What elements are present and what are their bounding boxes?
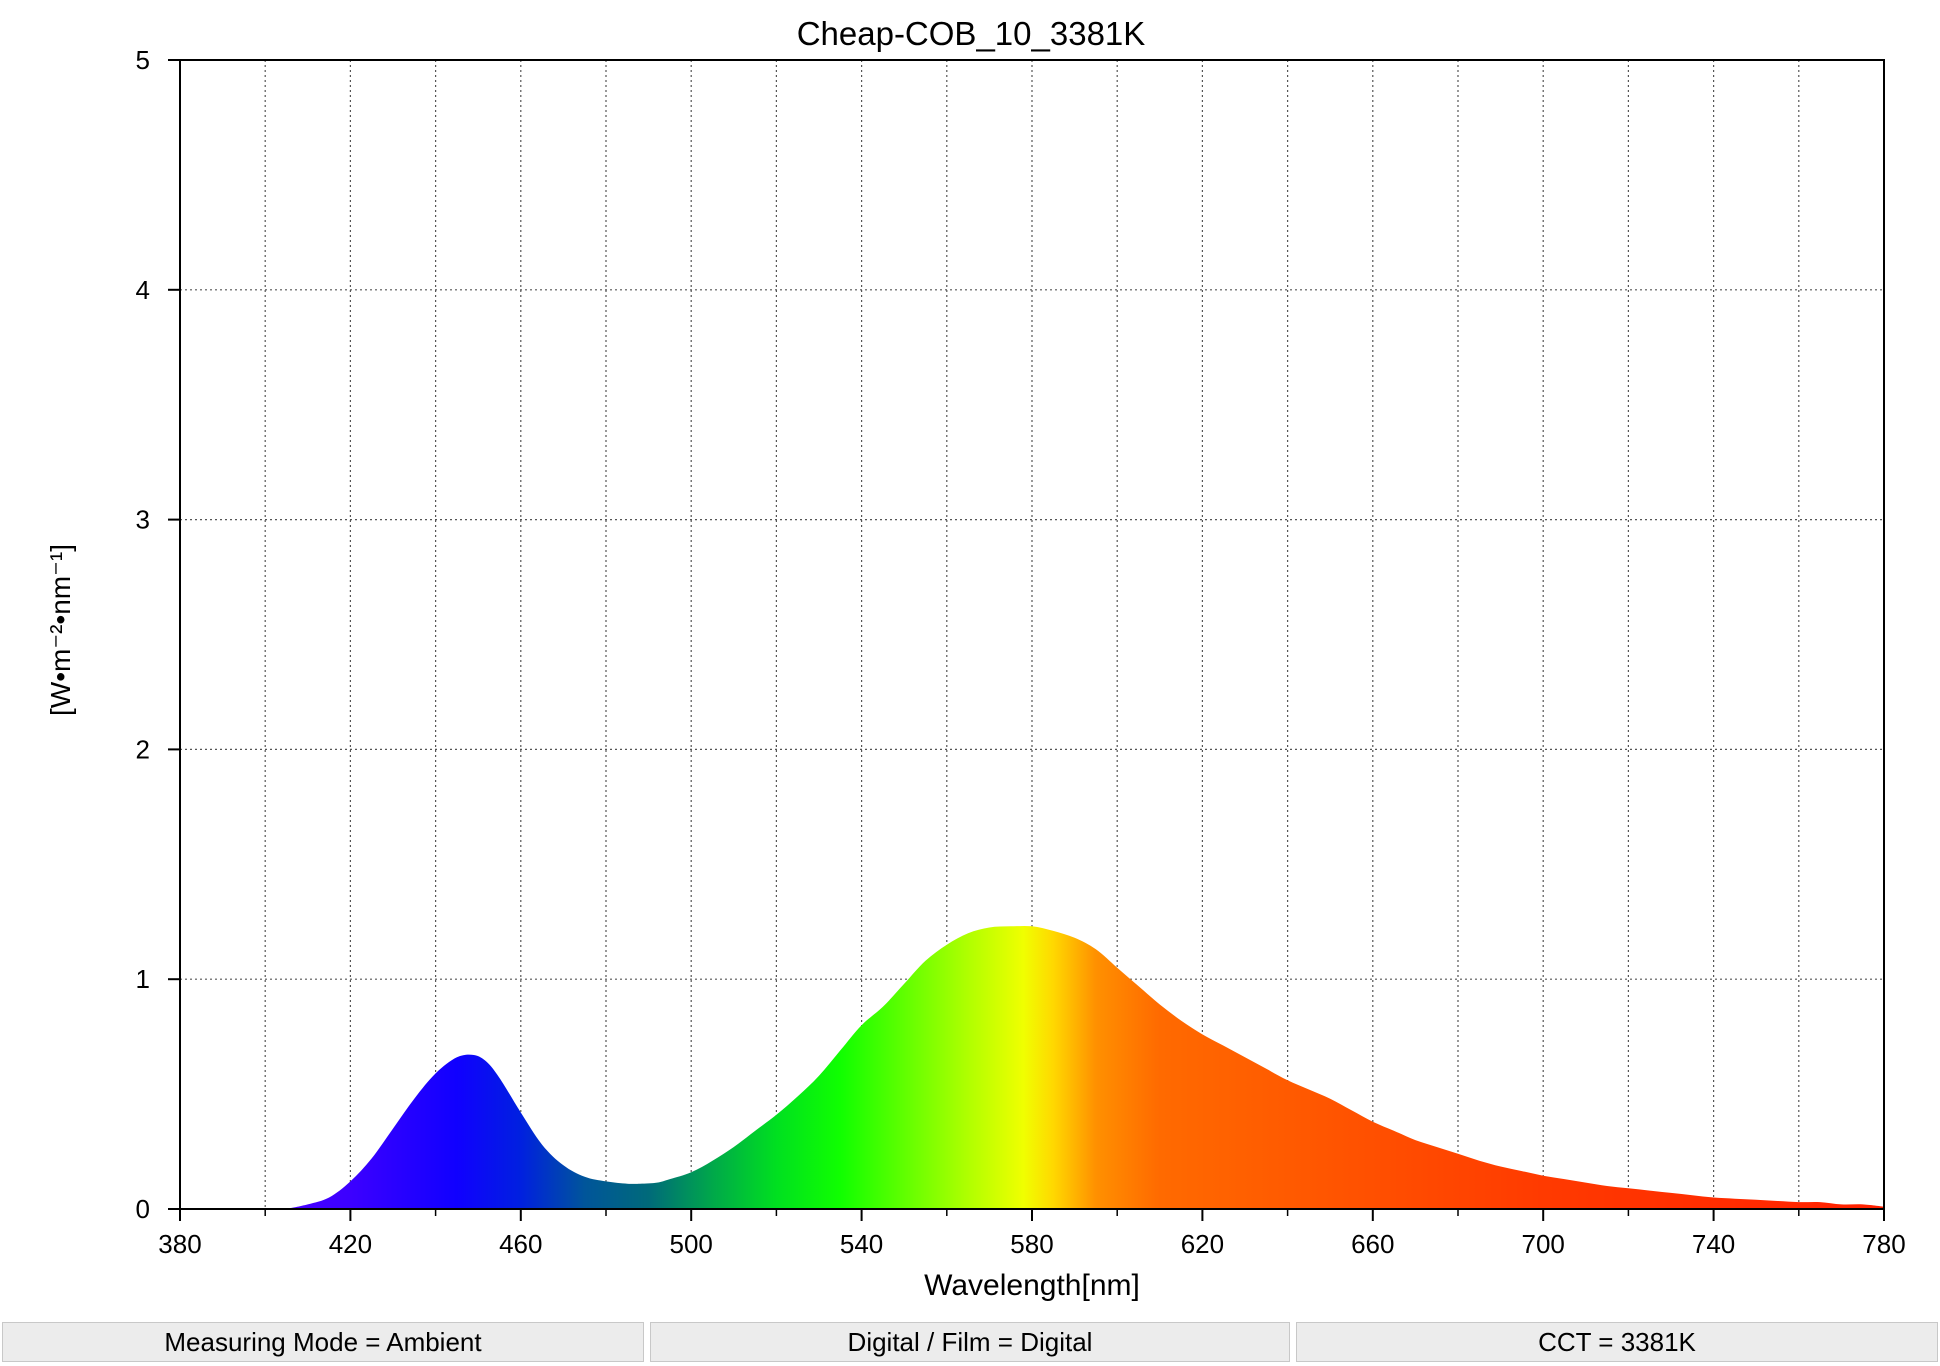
x-tick-label: 460: [499, 1229, 542, 1259]
x-tick-label: 620: [1181, 1229, 1224, 1259]
y-axis-label: [W•m⁻²•nm⁻¹]: [45, 544, 76, 716]
y-tick-label: 1: [136, 964, 150, 994]
x-tick-label: 380: [158, 1229, 201, 1259]
x-tick-label: 700: [1522, 1229, 1565, 1259]
spectrum-chart: 380 420 460 500 540 580 620 660 700 740 780012345 …: [45, 15, 1906, 1302]
grid: [180, 60, 1884, 1209]
x-tick-label: 740: [1692, 1229, 1735, 1259]
x-tick-label: 580: [1010, 1229, 1053, 1259]
spectrum-area: [286, 925, 1884, 1209]
y-tick-label: 4: [136, 275, 150, 305]
x-tick-label: 540: [840, 1229, 883, 1259]
x-tick-label: 500: [670, 1229, 713, 1259]
x-tick-label: 420: [329, 1229, 372, 1259]
axis-ticks: 380 420 460 500 540 580 620 660 700 740 780 0 1 2 3 4 5: [136, 45, 1906, 1259]
x-tick-label: 780: [1862, 1229, 1905, 1259]
y-tick-label: 0: [136, 1194, 150, 1224]
y-tick-label: 5: [136, 45, 150, 75]
y-tick-label: 2: [136, 734, 150, 764]
chart-title: Cheap-COB_10_3381K: [797, 15, 1146, 52]
x-axis-label: Wavelength[nm]: [924, 1269, 1140, 1302]
digital-film-field: Digital / Film = Digital: [650, 1322, 1290, 1362]
cct-field: CCT = 3381K: [1296, 1322, 1938, 1362]
y-tick-label: 3: [136, 505, 150, 535]
measuring-mode-field: Measuring Mode = Ambient: [2, 1322, 644, 1362]
x-tick-label: 660: [1351, 1229, 1394, 1259]
status-bar: Measuring Mode = Ambient Digital / Film …: [0, 1320, 1940, 1366]
